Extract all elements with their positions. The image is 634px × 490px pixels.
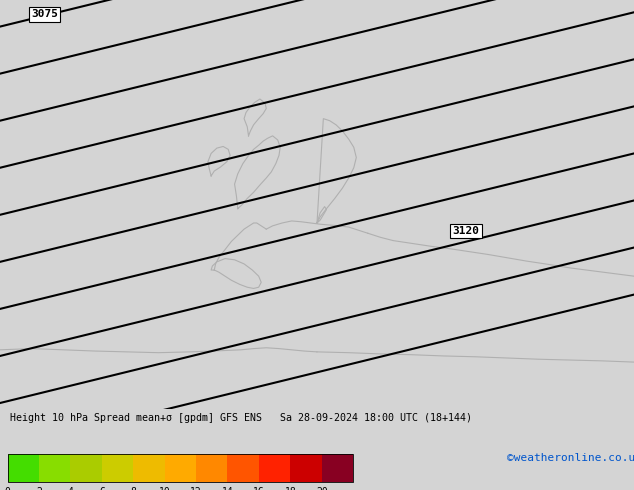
- Bar: [321, 454, 353, 482]
- Bar: [133, 454, 165, 482]
- Text: 8: 8: [131, 487, 136, 490]
- Text: 0: 0: [4, 487, 11, 490]
- Text: 4: 4: [67, 487, 74, 490]
- Text: 3075: 3075: [31, 9, 58, 19]
- Text: 16: 16: [253, 487, 265, 490]
- Bar: [196, 454, 228, 482]
- Bar: [8, 454, 39, 482]
- Text: 20: 20: [316, 487, 328, 490]
- Bar: [259, 454, 290, 482]
- Text: 2: 2: [36, 487, 42, 490]
- Text: ©weatheronline.co.uk: ©weatheronline.co.uk: [507, 453, 634, 463]
- Text: 6: 6: [99, 487, 105, 490]
- Bar: [39, 454, 70, 482]
- Text: 10: 10: [158, 487, 171, 490]
- Bar: [290, 454, 321, 482]
- Bar: [70, 454, 102, 482]
- Bar: [8, 454, 353, 482]
- Text: Height 10 hPa Spread mean+σ [gpdm] GFS ENS   Sa 28-09-2024 18:00 UTC (18+144): Height 10 hPa Spread mean+σ [gpdm] GFS E…: [10, 413, 472, 423]
- Text: 12: 12: [190, 487, 202, 490]
- Text: 18: 18: [285, 487, 296, 490]
- Bar: [165, 454, 196, 482]
- Bar: [228, 454, 259, 482]
- Text: 3120: 3120: [453, 226, 479, 236]
- Bar: [102, 454, 133, 482]
- Text: 14: 14: [222, 487, 233, 490]
